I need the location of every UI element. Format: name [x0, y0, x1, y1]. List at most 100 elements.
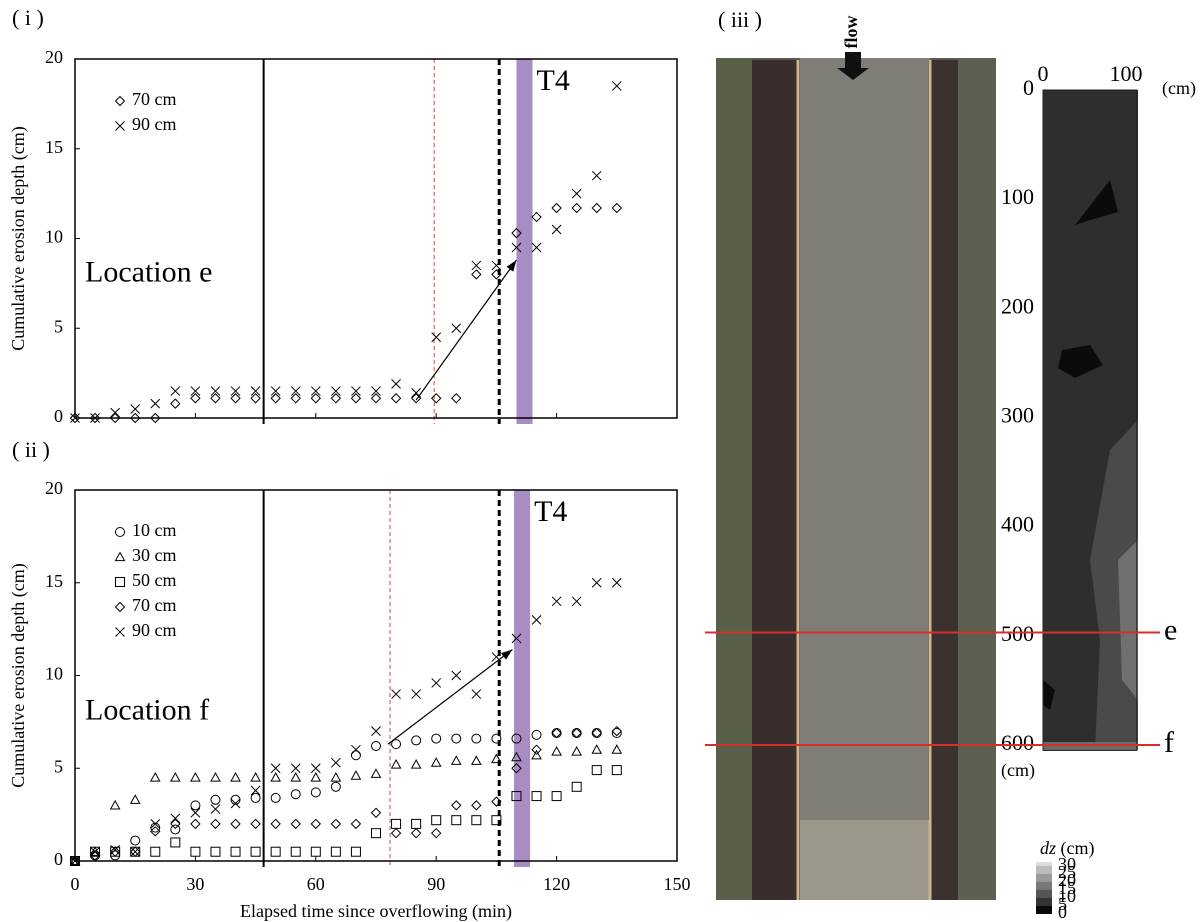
marker — [250, 386, 261, 396]
legend-label: 90 cm — [132, 620, 177, 640]
arrow — [387, 649, 513, 745]
x-axis-title: Elapsed time since overflowing (min) — [240, 901, 512, 922]
marker — [210, 393, 221, 404]
legend-label: 90 cm — [132, 114, 177, 134]
marker — [129, 794, 141, 804]
colorbar-tick-label: 5 — [1058, 894, 1067, 914]
marker — [250, 846, 261, 857]
marker — [150, 398, 161, 409]
marker — [331, 757, 341, 768]
marker — [310, 787, 321, 798]
marker — [90, 846, 100, 857]
marker — [290, 846, 301, 857]
marker — [130, 404, 141, 414]
marker — [310, 771, 322, 782]
colorbar-tick-label: 10 — [1058, 886, 1076, 906]
marker — [491, 260, 502, 271]
y-tick-label: 400 — [1001, 512, 1034, 537]
marker — [90, 846, 101, 857]
marker — [551, 202, 562, 214]
marker — [410, 393, 422, 404]
marker — [591, 170, 602, 181]
marker — [411, 388, 421, 398]
marker — [150, 819, 161, 829]
marker — [114, 551, 126, 562]
marker — [89, 850, 101, 861]
channel-photo — [716, 52, 996, 900]
marker — [511, 791, 522, 802]
marker — [310, 386, 321, 396]
marker — [270, 771, 282, 782]
marker — [491, 733, 502, 744]
marker — [571, 781, 582, 792]
marker — [290, 771, 302, 782]
marker — [69, 855, 81, 867]
marker — [491, 815, 502, 826]
marker — [170, 813, 181, 824]
y-tick-label: 300 — [1001, 403, 1034, 428]
marker — [330, 771, 342, 782]
panel-label: ( ii ) — [12, 437, 50, 462]
x-tick-label: 60 — [307, 874, 325, 894]
marker — [531, 744, 542, 755]
heatmap-extent — [1042, 89, 1138, 751]
x-unit: (cm) — [1162, 78, 1196, 99]
marker — [109, 412, 121, 424]
colorbar-tick-label: 30 — [1058, 854, 1076, 874]
marker — [430, 757, 442, 767]
annotation: Location e — [85, 255, 212, 288]
marker — [391, 818, 402, 829]
marker — [115, 627, 125, 637]
x-tick-label: 150 — [664, 874, 691, 894]
marker — [70, 413, 80, 423]
marker — [270, 846, 281, 857]
arrow — [415, 259, 517, 401]
marker — [190, 771, 201, 782]
marker — [129, 412, 141, 424]
marker — [611, 81, 622, 91]
legend-label: 10 cm — [132, 520, 177, 540]
marker — [290, 789, 301, 800]
marker — [330, 846, 341, 857]
marker — [531, 729, 542, 740]
marker — [190, 386, 201, 396]
marker — [210, 804, 221, 814]
marker — [431, 733, 442, 744]
marker — [611, 728, 622, 739]
marker — [571, 727, 582, 739]
event-band — [514, 490, 531, 867]
marker — [190, 393, 201, 404]
marker — [250, 393, 261, 404]
marker — [411, 818, 422, 829]
marker — [511, 227, 522, 239]
marker — [370, 807, 382, 818]
marker — [491, 652, 502, 662]
marker — [170, 824, 181, 835]
marker — [69, 412, 81, 424]
y-tick-label: 10 — [45, 664, 63, 684]
marker — [511, 242, 522, 253]
marker — [69, 855, 81, 866]
marker — [430, 827, 442, 839]
marker — [551, 746, 562, 756]
y-unit: (cm) — [1001, 760, 1035, 781]
marker — [511, 763, 522, 774]
marker — [310, 763, 321, 774]
marker — [571, 188, 582, 199]
marker — [270, 792, 281, 803]
marker — [115, 577, 125, 587]
x-tick-label: 0 — [71, 874, 80, 894]
marker — [611, 744, 623, 754]
plot-frame — [74, 58, 678, 419]
marker — [471, 733, 482, 744]
marker — [511, 733, 522, 744]
marker — [230, 846, 241, 857]
colorbar-tick-label: 20 — [1058, 870, 1076, 890]
marker — [491, 796, 502, 807]
marker — [210, 386, 221, 396]
marker — [571, 596, 582, 607]
marker — [115, 527, 125, 537]
marker — [310, 393, 322, 404]
marker — [390, 393, 402, 404]
marker — [591, 744, 603, 754]
